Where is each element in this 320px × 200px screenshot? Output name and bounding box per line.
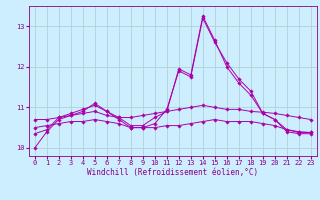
X-axis label: Windchill (Refroidissement éolien,°C): Windchill (Refroidissement éolien,°C): [87, 168, 258, 177]
